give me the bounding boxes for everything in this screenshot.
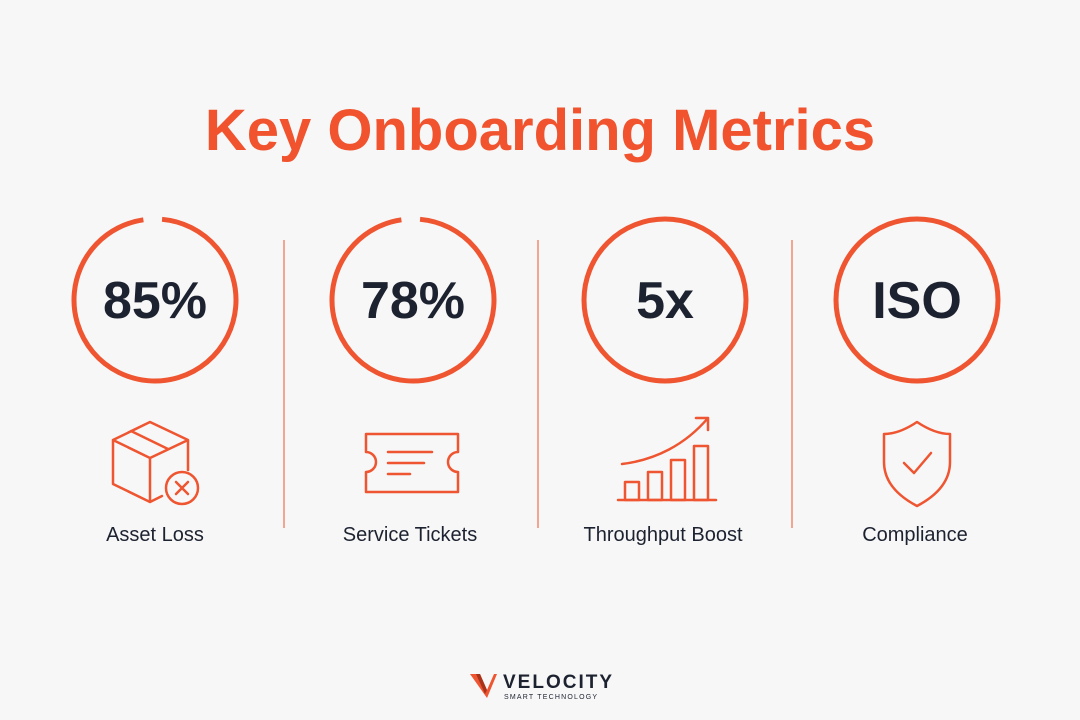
metric-label: Compliance (862, 524, 968, 546)
icon-shield (882, 420, 952, 508)
icon-box (111, 420, 200, 506)
metric-value: ISO (872, 272, 962, 330)
metric: 85% Asset Loss (71, 216, 239, 546)
metric: 5x Throughput Boost (581, 216, 749, 546)
ring (581, 216, 749, 384)
metric-label: Asset Loss (106, 524, 204, 546)
logo-mark-shade (476, 674, 487, 694)
icon-growth (616, 416, 718, 502)
metric-value: 5x (636, 272, 694, 330)
brand-name: VELOCITY (503, 672, 614, 693)
metric: 78% Service Tickets (329, 216, 497, 546)
ring (329, 216, 497, 384)
brand-tagline: SMART TECHNOLOGY (504, 694, 598, 701)
title: Key Onboarding Metrics (205, 98, 875, 163)
metric: ISO Compliance (833, 216, 1001, 546)
metric-value: 78% (361, 272, 465, 330)
ring (833, 216, 1001, 384)
ring (71, 216, 239, 384)
icon-ticket (364, 432, 460, 494)
metric-label: Throughput Boost (584, 524, 743, 546)
metric-label: Service Tickets (343, 524, 477, 546)
logo: VELOCITY SMART TECHNOLOGY (470, 672, 614, 701)
metric-value: 85% (103, 272, 207, 330)
